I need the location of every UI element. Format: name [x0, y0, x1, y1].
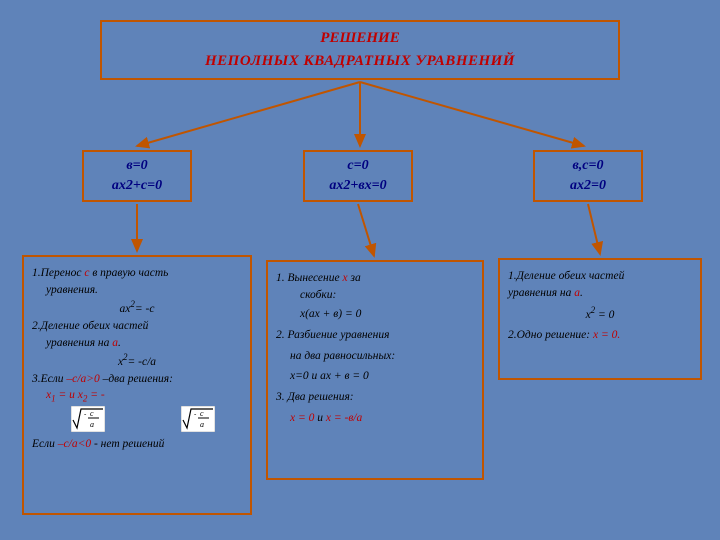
- d1-l1: 1.Перенос с в правую часть: [32, 265, 242, 282]
- case2-cond: c=0: [315, 158, 401, 174]
- title-box: РЕШЕНИЕ НЕПОЛНЫХ КВАДРАТНЫХ УРАВНЕНИЙ: [100, 20, 620, 80]
- sqrt-icon-1: -ca: [71, 406, 99, 428]
- sqrt-icon-2: -ca: [181, 406, 209, 428]
- case-box-1: в=0 ax2+c=0: [82, 150, 192, 202]
- d1-l7: 3.Если –с/а>0 –два решения:: [32, 371, 242, 388]
- d1-l8b: = и x: [56, 389, 83, 401]
- d1-l7a: 3.Если: [32, 373, 66, 385]
- case1-eq-post: +c=0: [133, 178, 162, 193]
- d1-l1a: 1.Перенос: [32, 267, 84, 279]
- d2-l6: x=0 и ax + в = 0: [276, 368, 474, 385]
- case1-eq: ax2+c=0: [94, 178, 180, 194]
- case3-eq-pre: ax: [570, 178, 584, 193]
- d2-l2: скобки:: [276, 287, 474, 304]
- case2-eq-pre: ax: [329, 178, 343, 193]
- d1-l7b: –с/а>0: [66, 373, 99, 385]
- d1-l3b: = -с: [135, 303, 155, 315]
- d1-l4: 2.Деление обеих частей: [32, 318, 242, 335]
- d2-l8c: x = -в/а: [326, 412, 362, 424]
- d3-l3b: = 0: [595, 309, 614, 321]
- d1-l5a: уравнения на: [46, 337, 112, 349]
- case1-eq-pre: ax: [112, 178, 126, 193]
- d2-l5: на два равносильных:: [276, 348, 474, 365]
- d1-l2: уравнения.: [32, 282, 242, 299]
- case3-eq: ax2=0: [545, 178, 631, 194]
- arrow-root-right: [360, 82, 584, 146]
- d3-l2a: уравнения на: [508, 287, 574, 299]
- d1-l9a: Если: [32, 438, 58, 450]
- d1-l5c: .: [118, 337, 121, 349]
- d3-l4a: 2.Одно решение:: [508, 329, 593, 341]
- d1-l6b: = -с/а: [128, 356, 157, 368]
- case2-eq: ax2+вx=0: [315, 178, 401, 194]
- d1-sqrt-row: -ca -ca: [32, 406, 242, 436]
- desc-box-2: 1. Вынесение x за скобки: x(ax + в) = 0 …: [266, 260, 484, 480]
- case2-eq-post: +вx=0: [350, 178, 386, 193]
- title-line1: РЕШЕНИЕ: [108, 30, 612, 47]
- case3-eq-post: =0: [591, 178, 606, 193]
- d1-l5: уравнения на а.: [32, 335, 242, 352]
- d1-l9: Если –с/а<0 - нет решений: [32, 436, 242, 453]
- d2-l1a: 1. Вынесение: [276, 272, 342, 284]
- d1-l7c: –два решения:: [100, 373, 173, 385]
- d1-l9c: - нет решений: [91, 438, 164, 450]
- svg-text:a: a: [200, 420, 204, 429]
- d1-l9b: –с/а<0: [58, 438, 91, 450]
- d3-l4: 2.Одно решение: x = 0.: [508, 327, 692, 344]
- d2-l8: x = 0 и x = -в/а: [276, 410, 474, 427]
- svg-text:c: c: [90, 409, 94, 418]
- desc-box-1: 1.Перенос с в правую часть уравнения. ax…: [22, 255, 252, 515]
- d2-l4: 2. Разбиение уравнения: [276, 327, 474, 344]
- d2-l1: 1. Вынесение x за: [276, 270, 474, 287]
- d1-l1c: в правую часть: [89, 267, 168, 279]
- d2-l8b: и: [314, 412, 326, 424]
- arrow-case2-desc: [358, 204, 374, 256]
- d3-l4b: x = 0.: [593, 329, 620, 341]
- d2-l3: x(ax + в) = 0: [276, 306, 474, 323]
- arrow-root-left: [137, 82, 360, 146]
- d2-l8a: x = 0: [290, 412, 314, 424]
- title-line2: НЕПОЛНЫХ КВАДРАТНЫХ УРАВНЕНИЙ: [108, 53, 612, 70]
- d2-l7: 3. Два решения:: [276, 389, 474, 406]
- svg-text:a: a: [90, 420, 94, 429]
- desc-box-3: 1.Деление обеих частей уравнения на а. x…: [498, 258, 702, 380]
- svg-text:c: c: [200, 409, 204, 418]
- d3-l1: 1.Деление обеих частей: [508, 268, 692, 285]
- d1-l8: x1 = и x2 = -: [32, 387, 242, 405]
- case3-cond: в,с=0: [545, 158, 631, 174]
- d2-l1c: за: [348, 272, 361, 284]
- case-box-2: c=0 ax2+вx=0: [303, 150, 413, 202]
- d1-l3a: ax: [120, 303, 131, 315]
- d1-l8c: = -: [87, 389, 104, 401]
- d1-l3: ax2= -с: [32, 298, 242, 318]
- d1-l6: x2= -с/а: [32, 351, 242, 371]
- d3-l2: уравнения на а.: [508, 285, 692, 302]
- arrow-case3-desc: [588, 204, 600, 254]
- d3-l2c: .: [580, 287, 583, 299]
- case1-cond: в=0: [94, 158, 180, 174]
- case-box-3: в,с=0 ax2=0: [533, 150, 643, 202]
- d3-l3: x2 = 0: [508, 304, 692, 324]
